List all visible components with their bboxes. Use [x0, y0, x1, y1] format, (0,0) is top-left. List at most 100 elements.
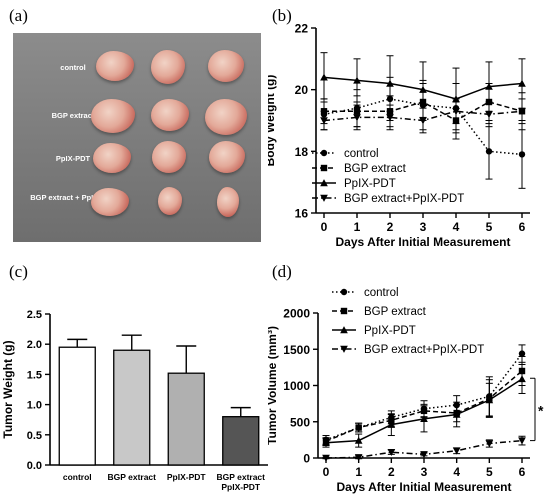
data-point — [485, 440, 494, 448]
legend-entry: PpIX-PDT — [312, 178, 396, 190]
bar — [58, 346, 96, 466]
tumor-bgp-3 — [205, 99, 247, 135]
photo-label-combo: BGP extract + PpIX-PDT — [30, 193, 116, 202]
x-tick-label: 3 — [421, 465, 428, 479]
data-point — [452, 447, 461, 455]
significance-bracket: * — [530, 377, 544, 442]
panel-label-b: (b) — [272, 6, 292, 25]
y-tick-label: 18 — [295, 145, 309, 159]
data-point — [419, 85, 427, 93]
x-axis-label: Days After Initial Measurement — [336, 235, 511, 249]
legend-label: BGP extract+PpIX-PDT — [344, 193, 464, 205]
y-axis-label: Tumor Weight (g) — [1, 340, 15, 438]
data-point — [322, 454, 330, 462]
data-point — [419, 117, 427, 125]
photo-label-control: control — [60, 63, 86, 72]
significance-star: * — [538, 402, 544, 418]
tumor-control-3 — [208, 50, 244, 82]
data-point — [485, 396, 494, 404]
x-tick-label: 5 — [486, 465, 493, 479]
legend-label: PpIX-PDT — [344, 178, 396, 190]
x-axis-label: Days After Initial Measurement — [337, 480, 512, 494]
data-point — [353, 76, 361, 84]
tumor-combo-1 — [91, 188, 129, 216]
panel-label-d: (d) — [272, 262, 292, 281]
legend-label: control — [364, 287, 399, 299]
data-point — [485, 148, 493, 155]
bar — [167, 372, 205, 466]
x-tick-label: 4 — [453, 465, 460, 479]
x-tick-label: 2 — [388, 465, 395, 479]
y-tick-label: 16 — [295, 207, 309, 221]
data-point — [452, 108, 460, 116]
legend-label: PpIX-PDT — [364, 325, 416, 337]
legend-entry: BGP extract — [312, 163, 407, 175]
legend-label: BGP extract+PpIX-PDT — [364, 344, 484, 356]
y-tick-label: 2.0 — [27, 339, 42, 351]
legend-marker — [340, 307, 348, 315]
y-tick-label: 20 — [295, 83, 309, 97]
x-tick-label: 0 — [321, 220, 328, 234]
data-point — [353, 114, 361, 122]
bar — [222, 416, 260, 466]
x-tick-label: 1 — [354, 220, 361, 234]
data-point — [518, 108, 526, 116]
data-point — [355, 424, 362, 431]
category-label: BGP extract — [216, 472, 265, 482]
panel-label-a: (a) — [9, 6, 28, 25]
tumor-photo: control BGP extract PpIX-PDT BGP extract… — [13, 33, 261, 242]
photo-label-bgp: BGP extract — [51, 111, 95, 120]
series-3 — [322, 435, 526, 462]
y-tick-label: 1.5 — [27, 369, 42, 381]
legend-marker — [320, 194, 328, 202]
legend-entry: BGP extract — [332, 306, 427, 318]
data-point — [485, 82, 493, 90]
tumor-weight-chart: 0.0 0.5 1.0 1.5 2.0 2.5 Tumor Weight (g) contro… — [1, 309, 268, 492]
legend-entry: control — [312, 148, 379, 160]
series-2 — [322, 363, 526, 448]
category-label: BGP extract — [107, 472, 156, 482]
legend-label: control — [344, 148, 379, 160]
tumor-pdt-3 — [209, 141, 245, 173]
legend-marker — [320, 179, 328, 187]
y-tick-label: 2.5 — [27, 309, 42, 321]
x-tick-label: 0 — [323, 465, 330, 479]
y-tick-label: 22 — [295, 22, 309, 36]
y-tick-label: 2000 — [283, 307, 310, 321]
tumor-combo-3 — [217, 187, 239, 217]
y-tick-label: 1500 — [283, 343, 310, 357]
y-tick-label: 0.5 — [27, 430, 42, 442]
y-tick-label: 1.0 — [27, 400, 42, 412]
data-point — [386, 79, 394, 87]
data-point — [518, 350, 526, 357]
y-tick-label: 500 — [290, 415, 310, 429]
legend-marker — [320, 149, 328, 157]
series-3 — [320, 98, 526, 134]
body-weight-chart: 16 18 20 22 0 1 2 3 4 5 6 Days After Initial Measur… — [268, 22, 530, 249]
x-tick-label: 6 — [519, 465, 526, 479]
x-tick-label: 1 — [355, 465, 362, 479]
data-point — [518, 151, 526, 158]
data-point — [387, 449, 396, 457]
legend-marker — [340, 326, 348, 334]
data-point — [386, 114, 394, 122]
tumor-combo-2 — [158, 187, 182, 215]
data-point — [420, 415, 428, 423]
data-point — [387, 420, 396, 428]
data-point — [452, 410, 461, 418]
tumor-control-1 — [96, 51, 134, 81]
data-point — [322, 438, 330, 446]
legend-marker — [340, 345, 348, 353]
tumor-control-2 — [151, 50, 185, 84]
tumor-pdt-2 — [152, 141, 186, 173]
photo-label-pdt: PpIX-PDT — [55, 154, 91, 163]
y-tick-label: 1000 — [283, 379, 310, 393]
x-tick-label: 4 — [453, 220, 460, 234]
data-point — [420, 451, 428, 459]
tumor-bgp-1 — [91, 99, 135, 133]
tumor-volume-chart: 0 500 1000 1500 2000 0 1 2 3 4 5 6 Days After Initia… — [268, 287, 544, 494]
tumor-bgp-2 — [151, 99, 189, 131]
data-point — [320, 73, 328, 81]
x-tick-label: 5 — [486, 220, 493, 234]
legend-entry: BGP extract+PpIX-PDT — [312, 193, 464, 205]
